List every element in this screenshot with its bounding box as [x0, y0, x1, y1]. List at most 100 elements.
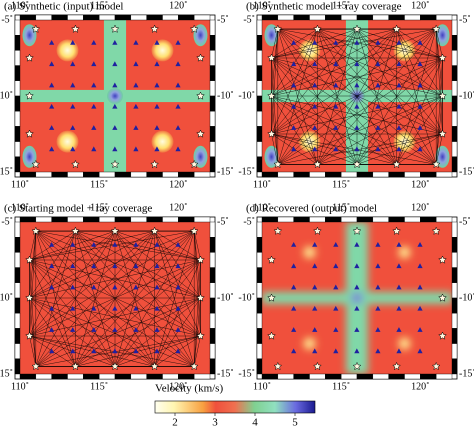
source-star — [196, 255, 205, 264]
station-triangle — [49, 327, 55, 332]
ray — [29, 231, 37, 337]
x-tick-label: 115˚ — [332, 381, 350, 392]
frame-seg — [256, 156, 263, 173]
station-triangle — [354, 305, 360, 311]
frame-seg — [83, 216, 100, 223]
station-triangle — [312, 125, 318, 130]
source-star — [431, 361, 441, 371]
source-star — [189, 24, 199, 33]
frame-seg — [19, 216, 37, 223]
ray — [271, 57, 358, 165]
station-triangle — [333, 40, 339, 45]
station-triangle — [133, 146, 139, 152]
frame-seg — [14, 50, 21, 66]
station-triangle — [333, 146, 339, 152]
source-star — [189, 226, 199, 235]
station-triangle — [70, 146, 76, 152]
frame-seg — [209, 110, 216, 127]
ray — [29, 297, 195, 367]
frame-seg — [114, 216, 132, 223]
station-triangle — [417, 82, 423, 88]
ray — [271, 57, 397, 165]
frame-seg — [67, 171, 84, 178]
frame-seg — [256, 141, 263, 158]
station-triangle — [133, 40, 139, 45]
y-tick-label: -5˚ — [1, 14, 13, 25]
ray — [271, 28, 397, 97]
station-triangle — [375, 103, 381, 109]
x-tick-label: 110˚ — [253, 381, 271, 392]
y-tick-label: -15˚ — [217, 166, 234, 177]
source-star — [150, 24, 160, 33]
ray — [435, 57, 443, 165]
frame-seg — [67, 216, 84, 223]
station-triangle — [291, 61, 297, 67]
frame-seg — [309, 216, 326, 223]
x-tick-label: 110˚ — [11, 381, 29, 392]
y-tick-label: -10˚ — [0, 292, 13, 303]
source-star — [196, 331, 205, 340]
station-triangle — [133, 263, 139, 269]
ray — [435, 29, 443, 135]
ray — [29, 231, 76, 337]
station-triangle — [396, 263, 402, 269]
frame-seg — [256, 50, 263, 66]
frame-seg — [451, 297, 458, 314]
y-tick-label: -10˚ — [217, 90, 234, 101]
station-triangle — [112, 40, 118, 45]
station-triangle — [396, 40, 402, 45]
frame-seg — [162, 373, 179, 380]
ray — [75, 230, 201, 299]
frame-seg — [451, 328, 458, 344]
frame-seg — [451, 65, 458, 81]
frame-seg — [277, 216, 294, 223]
source-star — [25, 129, 34, 138]
frame-seg — [256, 35, 263, 51]
x-tick-label: 115˚ — [90, 381, 108, 392]
ray — [29, 259, 37, 367]
ray — [29, 259, 76, 367]
station-triangle — [291, 327, 297, 332]
x-tick-label: 115˚ — [332, 0, 350, 11]
fast-anomaly — [193, 24, 208, 47]
station-triangle — [175, 242, 181, 247]
frame-seg — [256, 282, 263, 299]
ray — [271, 57, 318, 165]
y-tick-label: -5˚ — [459, 14, 471, 25]
station-triangle — [91, 242, 97, 247]
frame-seg — [130, 216, 147, 223]
frame-seg — [83, 373, 100, 380]
station-triangle — [312, 348, 318, 354]
ray — [271, 133, 397, 165]
frame-seg — [261, 373, 279, 380]
ray — [193, 297, 201, 367]
source-star — [70, 24, 80, 33]
source-star — [25, 255, 34, 264]
frame-seg — [451, 95, 458, 112]
y-tick-label: -5˚ — [217, 14, 229, 25]
station-triangle — [291, 242, 297, 247]
ray — [193, 335, 201, 367]
ray — [114, 297, 201, 367]
frame-seg — [256, 126, 263, 142]
frame-seg — [451, 358, 458, 375]
source-star — [110, 24, 120, 33]
fast-anomaly — [22, 24, 37, 47]
station-triangle — [175, 61, 181, 67]
frame-seg — [209, 252, 216, 268]
frame-seg — [277, 171, 294, 178]
source-star — [70, 226, 80, 235]
anomalies — [20, 20, 210, 172]
ray — [277, 29, 318, 165]
station-triangle — [375, 82, 381, 88]
source-star — [312, 24, 322, 33]
station-triangle — [375, 242, 381, 247]
frame-seg — [451, 35, 458, 51]
station-triangle — [333, 103, 339, 109]
x-tick-label: 120˚ — [169, 202, 187, 213]
station-triangle — [112, 82, 118, 88]
x-tick-label: 120˚ — [411, 0, 429, 11]
frame-seg — [372, 216, 389, 223]
station-triangle — [333, 61, 339, 67]
ray — [29, 230, 155, 337]
